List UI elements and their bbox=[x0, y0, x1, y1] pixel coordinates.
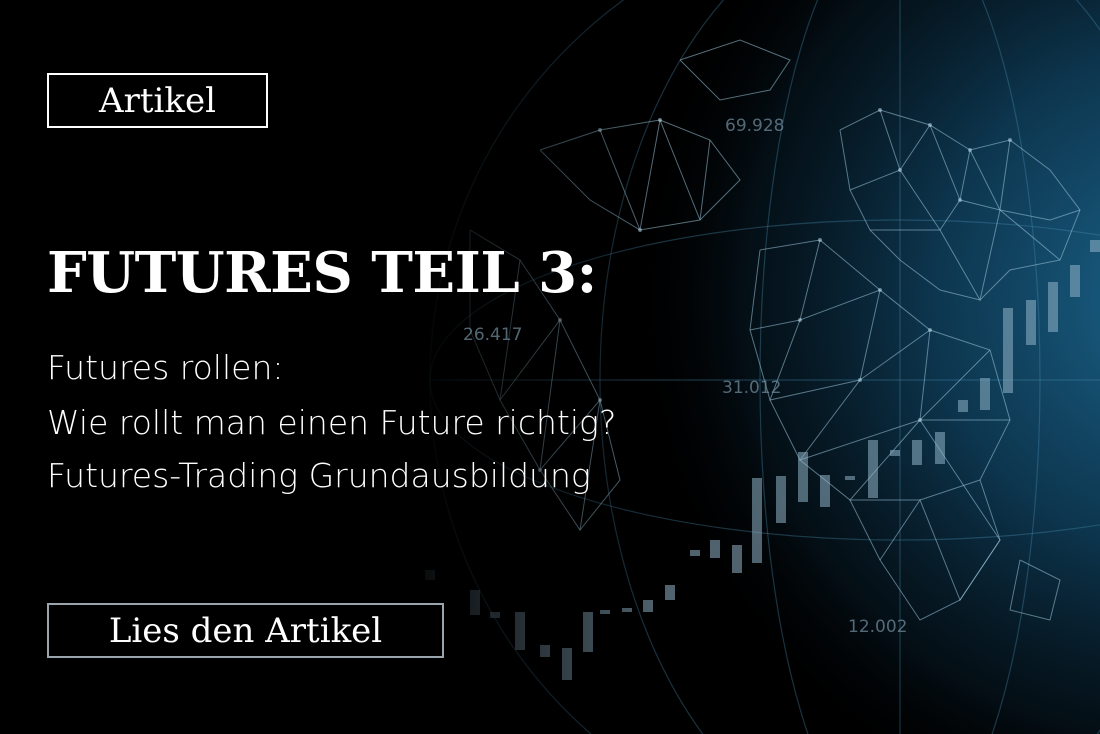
read-article-button[interactable]: Lies den Artikel bbox=[47, 603, 444, 658]
bg-number-3: 31.012 bbox=[722, 378, 781, 398]
article-tag: Artikel bbox=[47, 73, 268, 128]
page-title: FUTURES TEIL 3: bbox=[47, 240, 597, 306]
bg-number-1: 69.928 bbox=[725, 116, 784, 136]
bg-number-2: 26.417 bbox=[463, 325, 522, 345]
bg-number-4: 12.002 bbox=[848, 617, 907, 637]
subtitle-line-2: Wie rollt man einen Future richtig? bbox=[47, 403, 617, 442]
subtitle-line-1: Futures rollen: bbox=[47, 348, 284, 387]
subtitle-line-3: Futures-Trading Grundausbildung bbox=[47, 456, 591, 495]
